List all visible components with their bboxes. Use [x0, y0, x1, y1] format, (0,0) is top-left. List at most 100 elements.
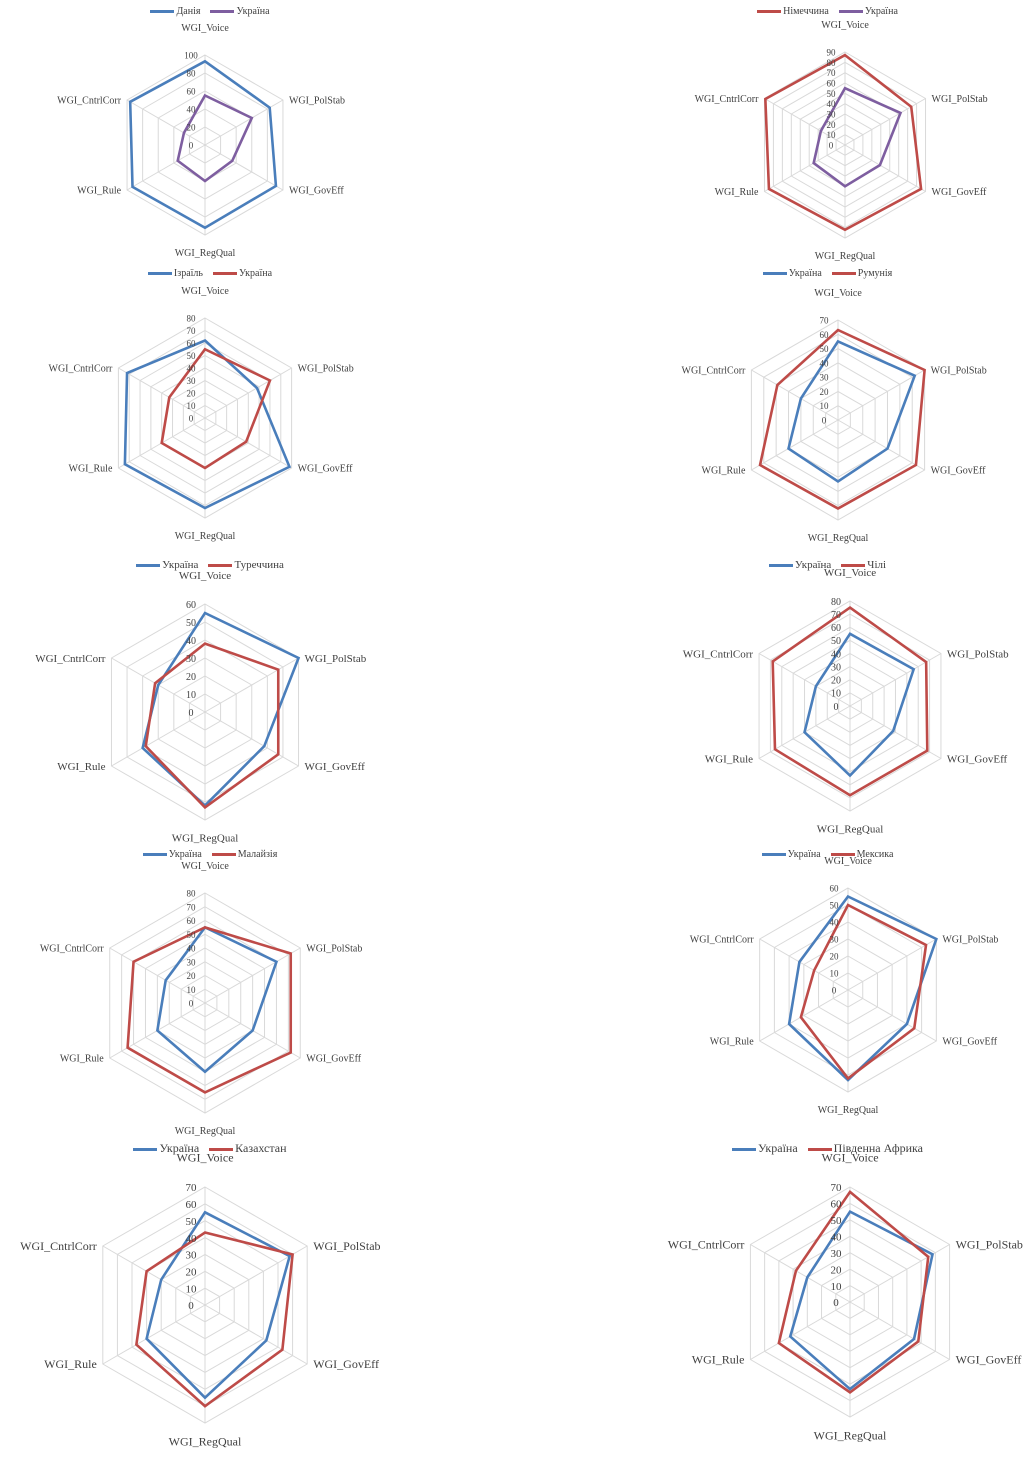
tick-label: 40 — [820, 358, 830, 368]
axis-spoke — [759, 989, 849, 1042]
axis-label: WGI_RegQual — [175, 531, 236, 542]
axis-label: WGI_PolStab — [313, 1239, 380, 1253]
axis-label: WGI_GovEff — [298, 464, 353, 475]
legend-entry: Україна — [142, 849, 202, 860]
legend-entry: Україна — [762, 268, 822, 279]
legend-entry: Румунія — [831, 268, 892, 279]
axis-spoke — [751, 419, 839, 471]
axis-spoke — [111, 711, 206, 767]
legend-entry: Україна — [838, 6, 898, 17]
axis-label: WGI_Rule — [69, 464, 113, 475]
tick-label: 30 — [831, 1248, 843, 1260]
legend-swatch — [757, 10, 782, 14]
tick-label: 40 — [827, 99, 837, 109]
radar-chart-1: Данія Україна 0 20 40 60 80 100 WGI_Voice WGI_Pol… — [0, 0, 420, 285]
legend-entry: Німеччина — [757, 6, 829, 17]
tick-label: 40 — [830, 918, 840, 928]
tick-label: 60 — [187, 916, 197, 926]
radar-plot: 0 10 20 30 40 50 60 70 80 WGI_Voice WGI_PolStab WGI… — [683, 567, 1009, 836]
legend-swatch — [208, 563, 233, 567]
series-polygon-1 — [123, 338, 292, 510]
series-polygon-1 — [128, 59, 278, 230]
axis-spoke — [849, 1244, 950, 1303]
axis-label: WGI_Voice — [824, 856, 872, 867]
legend-label: Україна — [162, 559, 199, 571]
tick-label: 20 — [827, 120, 837, 130]
legend-swatch — [150, 10, 175, 14]
tick-label: 0 — [833, 1297, 839, 1309]
axis-label: WGI_Voice — [821, 1150, 878, 1164]
tick-label: 0 — [188, 1300, 194, 1312]
tick-label: 10 — [830, 969, 840, 979]
legend-label: Україна — [757, 1141, 798, 1155]
legend-entry: Україна — [768, 559, 831, 571]
tick-label: 70 — [827, 68, 837, 78]
tick-label: 40 — [831, 649, 841, 660]
tick-label: 30 — [187, 376, 197, 386]
chart-legend: Україна Румунія — [620, 268, 1035, 279]
legend-entry: Південна Африка — [807, 1141, 923, 1156]
axis-label: WGI_CntrlCorr — [35, 653, 106, 665]
axis-label: WGI_PolStab — [942, 935, 998, 946]
axis-label: WGI_Voice — [179, 570, 231, 582]
tick-label: 10 — [827, 130, 837, 140]
series-polygon-2 — [144, 642, 280, 810]
tick-label: 50 — [187, 930, 197, 940]
axis-label: WGI_RegQual — [818, 1105, 879, 1116]
axis-spoke — [204, 657, 299, 713]
tick-label: 80 — [187, 889, 197, 899]
axis-label: WGI_CntrlCorr — [40, 944, 105, 955]
tick-label: 80 — [187, 69, 197, 79]
axis-label: WGI_Rule — [705, 753, 753, 765]
chart-legend: Україна Туреччина — [0, 559, 420, 571]
radar-plot: 0 10 20 30 40 50 60 70 WGI_Voice WGI_PolStab WGI_G… — [668, 1150, 1023, 1442]
tick-label: 60 — [831, 623, 841, 634]
axis-label: WGI_PolStab — [289, 96, 345, 107]
series-polygon-2 — [777, 1190, 930, 1394]
tick-label: 70 — [187, 902, 197, 912]
legend-swatch — [838, 10, 863, 14]
legend-swatch — [142, 853, 167, 857]
legend-entry: Данія — [150, 6, 200, 17]
tick-label: 10 — [186, 1283, 198, 1295]
axis-label: WGI_CntrlCorr — [695, 94, 760, 105]
legend-entry: Чілі — [841, 559, 886, 571]
axis-label: WGI_GovEff — [313, 1357, 379, 1371]
radar-plot: 0 10 20 30 40 50 60 70 80 WGI_Voice WGI_PolStab WGI… — [40, 861, 363, 1137]
legend-label: Україна — [236, 6, 270, 17]
series-polygon-1 — [787, 339, 917, 483]
tick-label: 20 — [831, 1264, 843, 1276]
axis-spoke — [126, 99, 206, 146]
axis-label: WGI_CntrlCorr — [668, 1238, 745, 1252]
axis-label: WGI_GovEff — [947, 753, 1008, 765]
tick-label: 70 — [186, 1182, 198, 1194]
tick-label: 80 — [187, 314, 197, 324]
tick-label: 30 — [831, 662, 841, 673]
legend-swatch — [731, 1147, 756, 1151]
axis-label: WGI_CntrlCorr — [683, 648, 754, 660]
tick-label: 0 — [189, 414, 194, 424]
series-polygon-1 — [788, 1209, 935, 1391]
radar-chart-10: Україна Південна Африка 0 10 20 30 40 50 60 70 WGI… — [620, 1135, 1035, 1467]
chart-legend: Ізраїль Україна — [0, 268, 420, 279]
tick-label: 20 — [830, 952, 840, 962]
tick-label: 0 — [834, 702, 839, 713]
series-polygon-1 — [145, 1210, 292, 1400]
tick-label: 0 — [189, 708, 194, 719]
axis-spoke — [204, 1304, 308, 1365]
tick-label: 50 — [827, 89, 837, 99]
axis-spoke — [750, 1244, 851, 1303]
tick-label: 70 — [831, 610, 841, 621]
legend-label: Чілі — [867, 559, 887, 571]
axis-label: WGI_GovEff — [305, 761, 366, 773]
radar-plot: 0 10 20 30 40 50 60 WGI_Voice WGI_PolStab WGI_Gov… — [690, 856, 999, 1116]
radar-chart-3: Ізраїль Україна 0 10 20 30 40 50 60 70 80 WGI_Voice… — [0, 262, 420, 568]
tick-label: 40 — [186, 1233, 198, 1245]
axis-label: WGI_PolStab — [305, 653, 367, 665]
axis-label: WGI_RegQual — [817, 824, 884, 836]
axis-label: WGI_RegQual — [175, 248, 236, 259]
tick-label: 50 — [187, 351, 197, 361]
axis-spoke — [837, 369, 925, 421]
